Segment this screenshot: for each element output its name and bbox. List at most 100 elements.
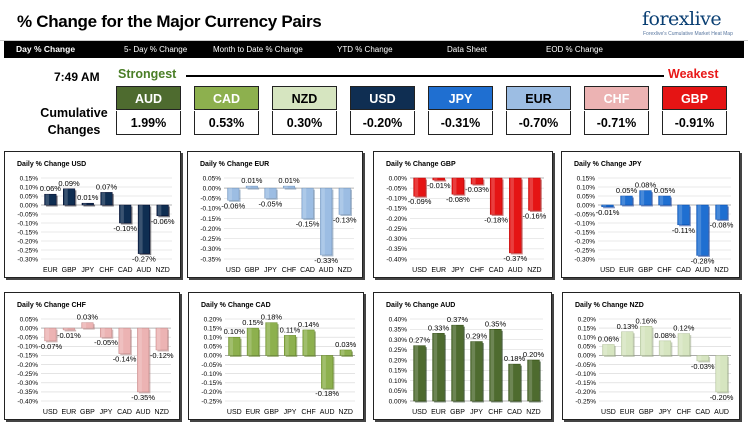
bar bbox=[283, 335, 297, 356]
x-category-label: GBP bbox=[450, 409, 465, 416]
x-category-label: AUD bbox=[695, 267, 710, 274]
tab-day-change[interactable]: Day % Change bbox=[16, 44, 76, 54]
currency-card-chf[interactable]: CHF -0.71% bbox=[584, 86, 649, 135]
x-category-label: JPY bbox=[81, 267, 94, 274]
y-tick-label: 0.05% bbox=[203, 175, 222, 182]
chart-title: Daily % Change CAD bbox=[201, 302, 271, 309]
bar bbox=[451, 177, 465, 195]
data-label: -0.28% bbox=[691, 256, 715, 265]
data-label: -0.03% bbox=[691, 362, 715, 371]
data-label: -0.37% bbox=[503, 254, 527, 263]
x-category-label: CAD bbox=[489, 267, 504, 274]
currency-card-nzd[interactable]: NZD 0.30% bbox=[272, 86, 337, 135]
y-tick-label: 0.15% bbox=[204, 325, 223, 332]
bar bbox=[156, 204, 169, 217]
chart-svg: Daily % Change USD -0.30% -0.25% -0.20% -0.1… bbox=[17, 161, 175, 274]
x-category-label: AUD bbox=[508, 267, 523, 274]
currency-card-eur[interactable]: EUR -0.70% bbox=[506, 86, 571, 135]
currency-card-jpy[interactable]: JPY -0.31% bbox=[428, 86, 493, 135]
x-category-label: CHF bbox=[99, 267, 113, 274]
chart-panel-nzd: Daily % Change NZD -0.25% -0.20% -0.15% -0.1… bbox=[562, 292, 740, 420]
tab-eod-change[interactable]: EOD % Change bbox=[546, 45, 603, 54]
data-label: -0.27% bbox=[132, 255, 156, 264]
data-label: 0.01% bbox=[278, 176, 300, 185]
y-tick-label: -0.10% bbox=[574, 220, 595, 227]
x-category-label: USD bbox=[600, 267, 615, 274]
y-tick-label: -0.10% bbox=[386, 196, 407, 203]
timestamp: 7:49 AM bbox=[54, 70, 100, 84]
chart-svg: Daily % Change AUD 0.00% 0.05% 0.10% 0.15% 0.… bbox=[386, 302, 545, 416]
forexlive-logo[interactable]: forexlive Forexlive's Cumulative Market … bbox=[640, 6, 733, 38]
x-category-label: CAD bbox=[676, 267, 691, 274]
y-tick-label: -0.20% bbox=[386, 216, 407, 223]
y-tick-label: -0.10% bbox=[17, 220, 38, 227]
data-label: -0.18% bbox=[484, 215, 508, 224]
bar bbox=[640, 326, 653, 356]
x-category-label: CAD bbox=[695, 409, 710, 416]
bar bbox=[470, 341, 483, 402]
bar-highlight bbox=[82, 203, 87, 205]
bar bbox=[696, 204, 709, 256]
bar bbox=[509, 177, 522, 254]
bar bbox=[470, 177, 484, 185]
y-tick-label: -0.20% bbox=[17, 238, 38, 245]
bar bbox=[602, 344, 615, 356]
x-category-label: EUR bbox=[431, 267, 446, 274]
x-category-label: USD bbox=[412, 409, 427, 416]
bar-highlight bbox=[101, 328, 105, 338]
y-tick-label: -0.15% bbox=[201, 380, 222, 387]
y-tick-label: 0.00% bbox=[204, 353, 223, 360]
y-tick-label: 0.00% bbox=[577, 202, 596, 209]
bar bbox=[246, 327, 259, 356]
y-tick-label: -0.35% bbox=[200, 256, 221, 263]
x-category-label: EUR bbox=[431, 409, 446, 416]
currency-card-gbp[interactable]: GBP -0.91% bbox=[662, 86, 727, 135]
bar bbox=[155, 327, 168, 351]
x-category-label: GBP bbox=[638, 267, 653, 274]
bar-highlight bbox=[45, 328, 49, 341]
bar bbox=[528, 177, 541, 211]
data-label: 0.06% bbox=[598, 335, 620, 344]
bar-highlight bbox=[471, 341, 476, 401]
logo-text: forexlive bbox=[642, 8, 722, 30]
bar bbox=[320, 187, 333, 256]
currency-card-aud[interactable]: AUD 1.99% bbox=[116, 86, 181, 135]
bar bbox=[339, 349, 352, 356]
y-tick-label: 0.00% bbox=[203, 185, 222, 192]
currency-value: -0.20% bbox=[350, 111, 415, 135]
y-tick-label: -0.35% bbox=[386, 246, 407, 253]
data-label: -0.01% bbox=[57, 331, 81, 340]
bar-highlight bbox=[339, 188, 344, 215]
y-tick-label: -0.30% bbox=[17, 256, 38, 263]
x-category-label: NZD bbox=[714, 267, 728, 274]
currency-card-cad[interactable]: CAD 0.53% bbox=[194, 86, 259, 135]
bar bbox=[451, 324, 464, 402]
data-label: 0.33% bbox=[428, 323, 450, 332]
bar bbox=[489, 329, 502, 402]
bar-highlight bbox=[660, 340, 664, 356]
x-category-label: JPY bbox=[659, 409, 672, 416]
data-label: -0.08% bbox=[446, 195, 470, 204]
y-tick-label: 0.05% bbox=[389, 388, 408, 395]
currency-card-usd[interactable]: USD -0.20% bbox=[350, 86, 415, 135]
currency-value: -0.31% bbox=[428, 111, 493, 135]
bar-highlight bbox=[228, 188, 232, 201]
bar bbox=[432, 177, 445, 181]
y-tick-label: 0.15% bbox=[577, 175, 596, 182]
tab-ytd-change[interactable]: YTD % Change bbox=[337, 45, 393, 54]
tab-5-day-change[interactable]: 5- Day % Change bbox=[124, 45, 188, 54]
data-label: 0.03% bbox=[335, 340, 357, 349]
tab-data-sheet[interactable]: Data Sheet bbox=[447, 45, 488, 54]
data-label: 0.20% bbox=[523, 350, 545, 359]
y-tick-label: -0.15% bbox=[17, 353, 38, 360]
currency-name: JPY bbox=[428, 86, 493, 110]
y-tick-label: 0.05% bbox=[578, 344, 597, 351]
data-label: -0.03% bbox=[465, 185, 489, 194]
tab-month-to-date[interactable]: Month to Date % Change bbox=[213, 45, 303, 54]
x-category-label: CHF bbox=[677, 409, 691, 416]
y-tick-label: 0.15% bbox=[20, 175, 39, 182]
y-tick-label: -0.25% bbox=[17, 371, 38, 378]
bar-highlight bbox=[414, 178, 419, 197]
bar-highlight bbox=[452, 178, 457, 195]
x-category-label: NZD bbox=[527, 267, 541, 274]
